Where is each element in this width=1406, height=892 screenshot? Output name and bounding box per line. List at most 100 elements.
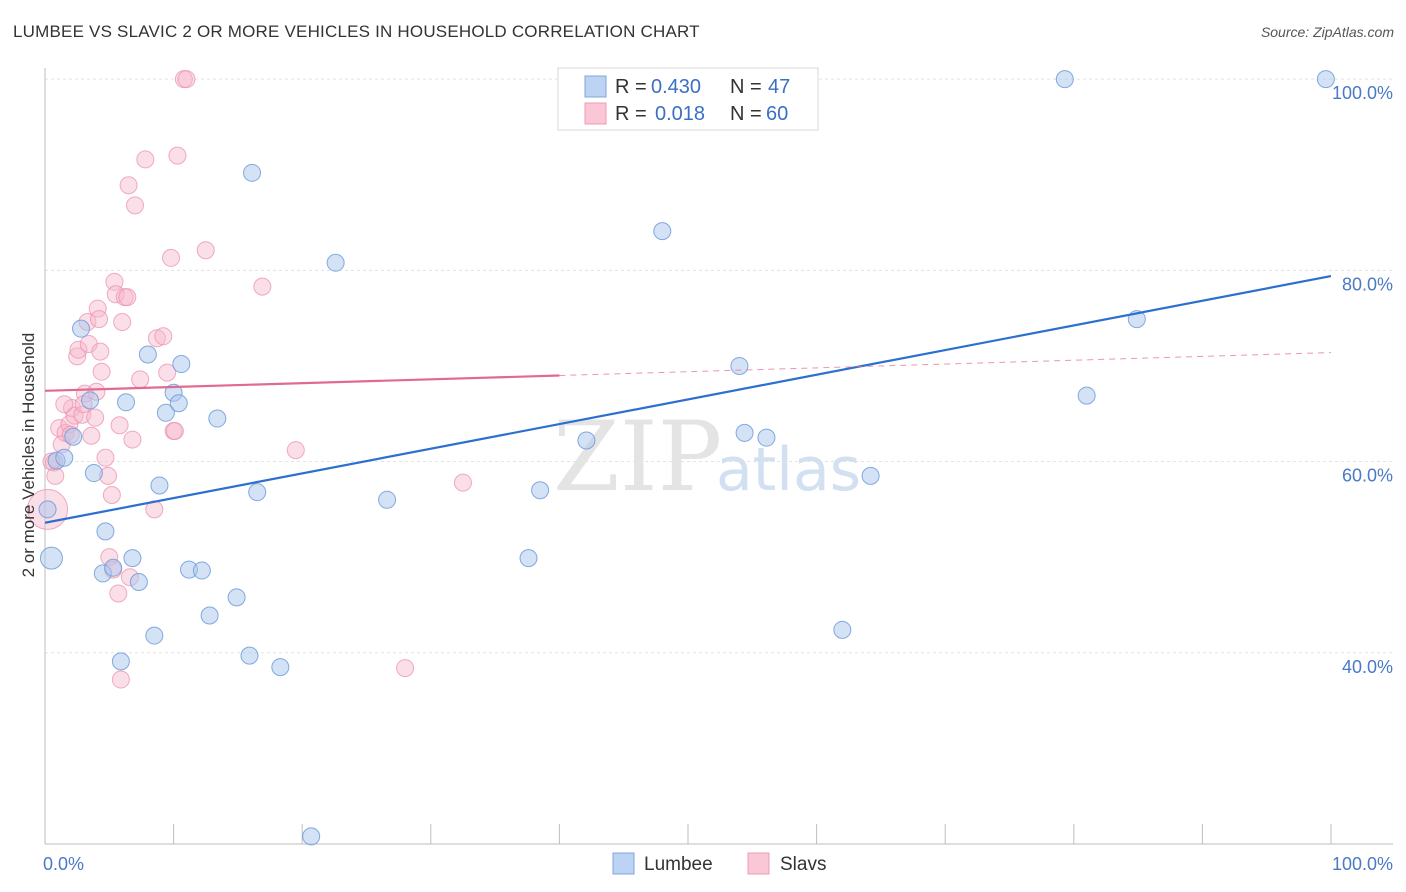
slavs-point [96, 448, 115, 467]
lumbee-point [208, 409, 227, 428]
lumbee-point [117, 393, 136, 412]
legend-n-label: N = [730, 76, 762, 98]
lumbee-point [55, 448, 74, 467]
lumbee-point [169, 394, 188, 413]
lumbee-point [653, 222, 672, 241]
legend-r-label: R = [615, 103, 647, 125]
bottom-legend-swatch-lumbee [612, 852, 635, 875]
slavs-point [68, 347, 87, 366]
x-tick-label: 100.0% [1332, 854, 1393, 874]
lumbee-point [240, 646, 259, 665]
lumbee-point [243, 163, 262, 182]
lumbee-point [1316, 70, 1335, 89]
trend-lines [44, 274, 1332, 524]
legend-n-label: N = [730, 103, 762, 125]
lumbee-point [326, 253, 345, 272]
legend-n-value-lumbee: 47 [768, 76, 790, 98]
lumbee-trend-line [44, 274, 1332, 524]
slavs-point [119, 176, 138, 195]
slavs-point [196, 241, 215, 260]
series-legend: Lumbee Slavs [612, 852, 826, 875]
lumbee-point [104, 558, 123, 577]
lumbee-point [111, 652, 130, 671]
slavs-point [82, 426, 101, 445]
slavs-point [158, 363, 177, 382]
lumbee-point [38, 500, 57, 519]
lumbee-point [1077, 386, 1096, 405]
slavs-point [102, 486, 121, 505]
slavs-point [154, 327, 173, 346]
slavs-point [90, 310, 109, 329]
lumbee-point [123, 549, 142, 568]
lumbee-point [227, 588, 246, 607]
slavs-point [69, 340, 88, 359]
slavs-point [253, 277, 272, 296]
slavs-point [110, 416, 129, 435]
y-axis-label: 2 or more Vehicles in Household [19, 333, 38, 578]
watermark-zip: ZIP [553, 401, 722, 513]
slavs-point [86, 408, 105, 427]
lumbee-point [378, 490, 397, 509]
lumbee-point [39, 546, 63, 570]
legend-swatch-slavs [584, 102, 607, 125]
slavs-point [396, 659, 415, 678]
lumbee-point [138, 345, 157, 364]
lumbee-point [200, 606, 219, 625]
lumbee-point [150, 476, 169, 495]
bottom-legend-lumbee: Lumbee [644, 854, 713, 875]
lumbee-point [72, 319, 91, 338]
lumbee-point [84, 464, 103, 483]
lumbee-point [271, 658, 290, 677]
slavs-trend-extension [559, 352, 1332, 377]
lumbee-point [145, 626, 164, 645]
slavs-point [126, 196, 145, 215]
y-tick-labels: 40.0% 60.0% 80.0% 100.0% [1332, 83, 1393, 677]
bottom-legend-swatch-slavs [747, 852, 770, 875]
legend-r-value-lumbee: 0.430 [651, 76, 701, 98]
slavs-point [286, 441, 305, 460]
y-tick-label: 100.0% [1332, 83, 1393, 103]
lumbee-point [248, 483, 267, 502]
lumbee-point [172, 355, 191, 374]
lumbee-point [192, 561, 211, 580]
legend-r-label: R = [615, 76, 647, 98]
slavs-point [91, 342, 110, 361]
legend-n-value-slavs: 60 [766, 103, 788, 125]
slavs-point [92, 362, 111, 381]
watermark-atlas: atlas [716, 435, 861, 505]
slavs-point [109, 584, 128, 603]
slavs-point [55, 395, 74, 414]
y-tick-label: 80.0% [1342, 274, 1393, 294]
watermark: ZIP atlas [553, 401, 861, 513]
lumbee-point [735, 423, 754, 442]
lumbee-point [833, 620, 852, 639]
y-tick-label: 60.0% [1342, 466, 1393, 486]
gridlines [45, 78, 1393, 654]
lumbee-point [730, 356, 749, 375]
slavs-point [123, 430, 142, 449]
lumbee-point [577, 431, 596, 450]
lumbee-points [38, 70, 1335, 846]
lumbee-point [531, 481, 550, 500]
legend-r-value-slavs: 0.018 [655, 103, 705, 125]
slavs-point [113, 312, 132, 331]
lumbee-point [757, 428, 776, 447]
bottom-legend-slavs: Slavs [780, 854, 826, 875]
slavs-point [168, 146, 187, 165]
lumbee-point [129, 573, 148, 592]
source-label: Source: ZipAtlas.com [1260, 24, 1394, 40]
slavs-point [136, 150, 155, 169]
x-tick-label: 0.0% [43, 854, 84, 874]
lumbee-point [519, 549, 538, 568]
slavs-point [453, 473, 472, 492]
slavs-trend-line [44, 374, 560, 392]
slavs-point [118, 288, 137, 307]
chart-title: LUMBEE VS SLAVIC 2 OR MORE VEHICLES IN H… [13, 22, 700, 41]
slavs-point [177, 70, 196, 89]
lumbee-point [64, 427, 83, 446]
lumbee-point [302, 827, 321, 846]
x-tick-labels: 0.0% 100.0% [43, 854, 1393, 874]
slavs-point [165, 421, 184, 440]
slavs-point [162, 248, 181, 267]
